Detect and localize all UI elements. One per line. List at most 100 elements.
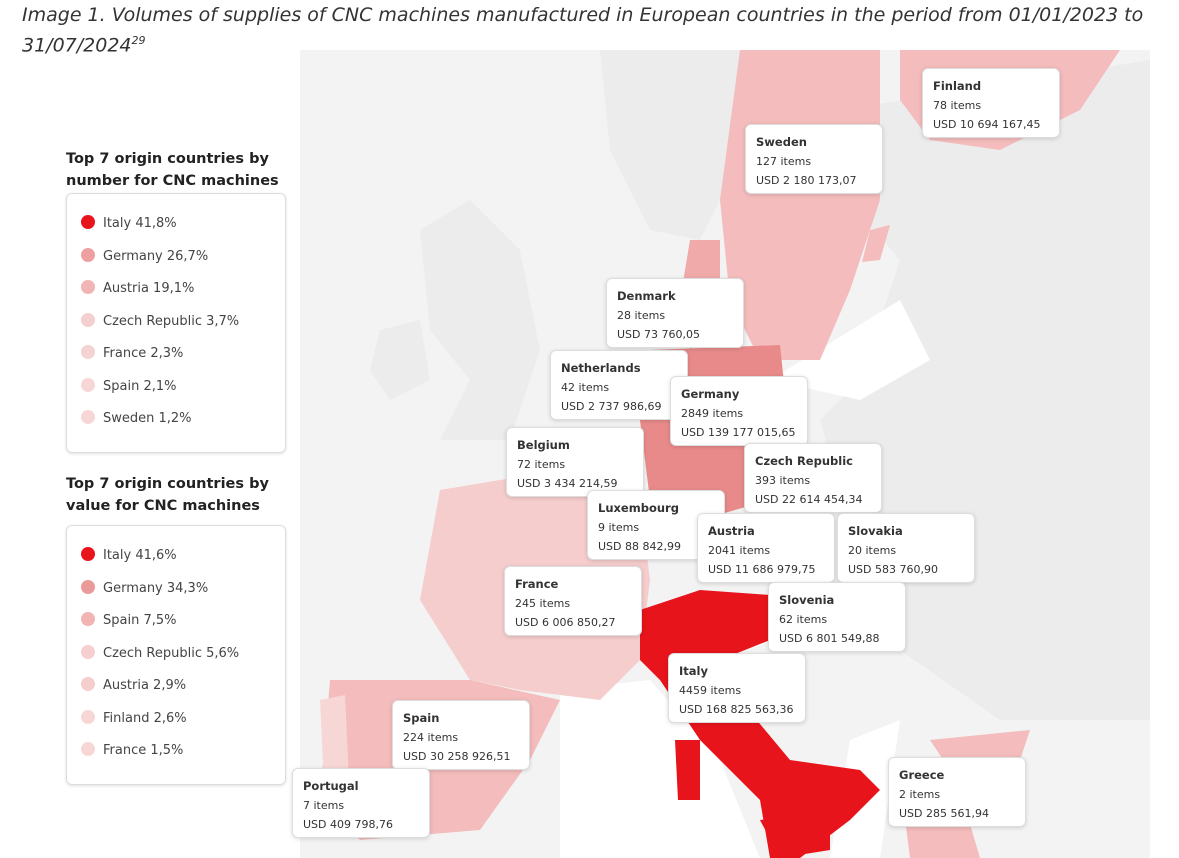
country-items: 393 items xyxy=(755,474,811,487)
legend-label: Austria 19,1% xyxy=(103,281,195,296)
country-name: Netherlands xyxy=(561,361,641,375)
legend-item: Spain 2,1% xyxy=(81,377,176,397)
legend-item: Italy 41,8% xyxy=(81,214,177,234)
country-items: 28 items xyxy=(617,309,666,322)
legend-label: Italy 41,6% xyxy=(103,548,177,563)
country-items: 2849 items xyxy=(681,407,744,420)
legend-item: France 2,3% xyxy=(81,344,183,364)
legend-item: Spain 7,5% xyxy=(81,611,176,631)
country-callout: Czech Republic 393 items USD 22 614 454,34 xyxy=(744,443,882,513)
legend-label: Spain 7,5% xyxy=(103,613,177,628)
country-value: USD 2 180 173,07 xyxy=(756,174,857,187)
country-value: USD 6 006 850,27 xyxy=(515,616,616,629)
country-items: 62 items xyxy=(779,613,828,626)
country-value: USD 88 842,99 xyxy=(598,540,681,553)
legend-dot xyxy=(81,377,95,392)
legend-label: France 2,3% xyxy=(103,346,184,361)
country-name: Sweden xyxy=(756,135,807,149)
country-name: Italy xyxy=(679,664,708,678)
legend-box: Italy 41,6% Germany 34,3% Spain 7,5% Czech … xyxy=(66,525,286,785)
country-callout: Netherlands 42 items USD 2 737 986,69 xyxy=(550,350,688,420)
country-callout: Germany 2849 items USD 139 177 015,65 xyxy=(670,376,808,446)
legend-label: Italy 41,8% xyxy=(103,216,177,231)
legend-item: Austria 2,9% xyxy=(81,676,186,696)
country-name: Austria xyxy=(708,524,755,538)
legend-item: Italy 41,6% xyxy=(81,546,177,566)
country-value: USD 168 825 563,36 xyxy=(679,703,794,716)
legend-item: Germany 26,7% xyxy=(81,247,208,267)
legend-label: Austria 2,9% xyxy=(103,678,187,693)
country-items: 7 items xyxy=(303,799,345,812)
country-callout: Italy 4459 items USD 168 825 563,36 xyxy=(668,653,806,723)
country-items: 224 items xyxy=(403,731,459,744)
country-value: USD 285 561,94 xyxy=(899,807,989,820)
country-value: USD 139 177 015,65 xyxy=(681,426,796,439)
country-items: 2041 items xyxy=(708,544,771,557)
legend-item: Czech Republic 3,7% xyxy=(81,312,239,332)
legend-label: Germany 34,3% xyxy=(103,580,209,596)
country-value: USD 30 258 926,51 xyxy=(403,750,511,763)
country-name: Czech Republic xyxy=(755,454,853,468)
country-value: USD 2 737 986,69 xyxy=(561,400,662,413)
legend-label: Finland 2,6% xyxy=(103,710,187,726)
legend-item: Sweden 1,2% xyxy=(81,409,192,429)
country-name: Denmark xyxy=(617,289,676,303)
legend-dot xyxy=(81,709,95,724)
country-items: 42 items xyxy=(561,381,610,394)
country-name: Belgium xyxy=(517,438,570,452)
legend-title: Top 7 origin countries by number for CNC… xyxy=(66,151,279,189)
legend-label: Germany 26,7% xyxy=(103,248,209,264)
legend-label: Spain 2,1% xyxy=(103,378,177,394)
legend-box: Italy 41,8% Germany 26,7% Austria 19,1% Cze… xyxy=(66,193,286,453)
legend-label: Czech Republic 3,7% xyxy=(103,313,240,329)
country-name: Luxembourg xyxy=(598,501,679,515)
caption-text: Image 1. Volumes of supplies of CNC mach… xyxy=(22,4,1144,57)
caption: Image 1. Volumes of supplies of CNC mach… xyxy=(22,2,1162,58)
country-callout: France 245 items USD 6 006 850,27 xyxy=(504,566,642,636)
country-items: 4459 items xyxy=(679,684,742,697)
legend-dot xyxy=(81,644,95,659)
country-value: USD 6 801 549,88 xyxy=(779,632,880,645)
legend-dot xyxy=(81,742,95,756)
legend-item: Czech Republic 5,6% xyxy=(81,644,239,664)
country-items: 78 items xyxy=(933,99,982,112)
country-name: Spain xyxy=(403,711,440,725)
country-callout: Portugal 7 items USD 409 798,76 xyxy=(292,768,430,838)
country-items: 245 items xyxy=(515,597,571,610)
country-callout: Denmark 28 items USD 73 760,05 xyxy=(606,278,744,348)
legend-label: France 1,5% xyxy=(103,743,184,758)
country-callout: Austria 2041 items USD 11 686 979,75 xyxy=(697,513,835,583)
country-value: USD 10 694 167,45 xyxy=(933,118,1041,131)
country-value: USD 583 760,90 xyxy=(848,563,938,576)
country-name: Portugal xyxy=(303,779,359,793)
country-callout: Belgium 72 items USD 3 434 214,59 xyxy=(506,427,644,497)
country-callout: Greece 2 items USD 285 561,94 xyxy=(888,757,1026,827)
country-callout: Sweden 127 items USD 2 180 173,07 xyxy=(745,124,883,194)
legend-dot xyxy=(81,312,95,327)
legend-title: Top 7 origin countries by value for CNC … xyxy=(66,476,269,514)
country-name: France xyxy=(515,577,559,591)
legend-dot xyxy=(81,345,95,359)
legend-item: Austria 19,1% xyxy=(81,279,194,299)
legend-dot xyxy=(81,247,95,262)
country-value: USD 73 760,05 xyxy=(617,328,700,341)
legend-label: Sweden 1,2% xyxy=(103,411,192,426)
country-name: Slovenia xyxy=(779,593,835,607)
legend-item: Germany 34,3% xyxy=(81,579,208,599)
legend-label: Czech Republic 5,6% xyxy=(103,645,240,661)
sea xyxy=(560,300,930,858)
country-name: Greece xyxy=(899,768,945,782)
country-value: USD 409 798,76 xyxy=(303,818,393,831)
country-name: Finland xyxy=(933,79,982,93)
legend-dot xyxy=(81,547,95,561)
legend-dot xyxy=(81,612,95,626)
legend-dot xyxy=(81,410,95,424)
country-name: Germany xyxy=(681,387,740,401)
country-callout: Slovenia 62 items USD 6 801 549,88 xyxy=(768,582,906,652)
country-value: USD 3 434 214,59 xyxy=(517,477,618,490)
country-items: 72 items xyxy=(517,458,566,471)
footnote: 29 xyxy=(131,34,146,47)
country-items: 20 items xyxy=(848,544,897,557)
legend-dot xyxy=(81,215,95,229)
